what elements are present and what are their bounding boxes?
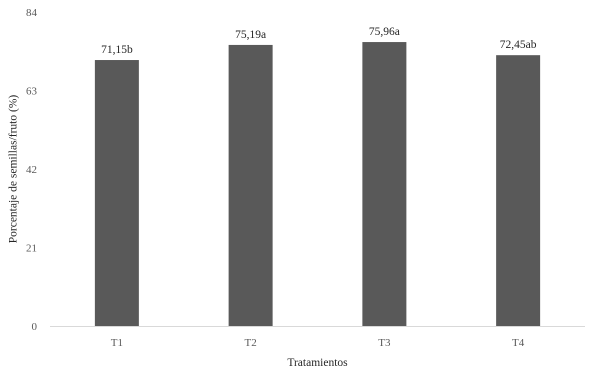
bars (94, 42, 541, 327)
data-label-t1: 71,15b (101, 44, 133, 56)
x-tick-label: T2 (245, 337, 257, 349)
y-tick-label: 0 (32, 321, 38, 333)
x-tick-label: T4 (512, 337, 525, 349)
y-axis-ticks: 0 21 42 63 84 (26, 7, 38, 333)
y-tick-label: 21 (26, 243, 37, 255)
x-tick-label: T3 (378, 337, 391, 349)
y-tick-label: 84 (26, 7, 38, 19)
data-label-t4: 72,45ab (500, 39, 537, 51)
data-labels: 71,15b 75,19a 75,96a 72,45ab (101, 26, 537, 56)
data-label-t2: 75,19a (235, 29, 266, 41)
bar-t3 (362, 42, 407, 326)
y-tick-label: 42 (26, 164, 37, 176)
data-label-t3: 75,96a (369, 26, 400, 38)
bar-t2 (228, 44, 273, 326)
y-tick-label: 63 (26, 86, 38, 98)
x-axis-title: Tratamientos (287, 357, 348, 369)
x-axis-ticks: T1 T2 T3 T4 (111, 337, 525, 349)
bar-t1 (94, 60, 139, 327)
bar-t4 (496, 55, 541, 327)
x-tick-label: T1 (111, 337, 123, 349)
y-axis-title: Porcentaje de semillas/fruto (%) (8, 95, 20, 244)
